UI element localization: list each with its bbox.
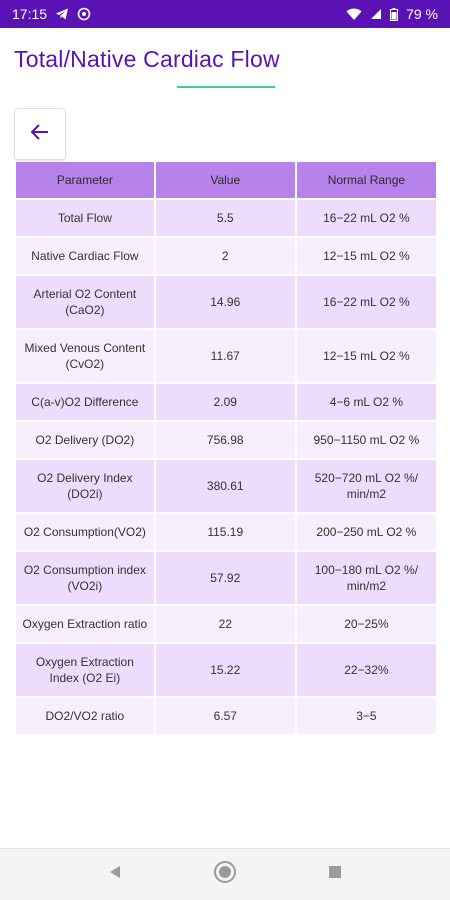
telegram-icon [55, 7, 69, 21]
arrow-left-icon [30, 122, 50, 147]
battery-percentage: 79 % [406, 6, 438, 22]
cell-value: 380.61 [155, 460, 295, 512]
cell-value: 5.5 [155, 200, 295, 236]
cell-value: 756.98 [155, 422, 295, 458]
status-time: 17:15 [12, 6, 48, 22]
cell-normal-range: 950−1150 mL O2 % [296, 422, 436, 458]
results-table: Parameter Value Normal Range Total Flow 5… [14, 160, 438, 736]
cell-normal-range: 16−22 mL O2 % [296, 200, 436, 236]
nav-back-button[interactable] [101, 861, 129, 889]
cell-value: 57.92 [155, 552, 295, 604]
table-row: O2 Consumption index (VO2i) 57.92 100−180 … [16, 552, 436, 604]
cell-normal-range: 22−32% [296, 644, 436, 696]
table-row: Oxygen Extraction Index (O2 Ei) 15.22 22−3… [16, 644, 436, 696]
nav-home-button[interactable] [211, 861, 239, 889]
cell-parameter: O2 Consumption index (VO2i) [16, 552, 154, 604]
cell-normal-range: 4−6 mL O2 % [296, 384, 436, 420]
cell-parameter: C(a-v)O2 Difference [16, 384, 154, 420]
cell-parameter: Total Flow [16, 200, 154, 236]
cell-value: 11.67 [155, 330, 295, 382]
table-row: Native Cardiac Flow 2 12−15 mL O2 % [16, 238, 436, 274]
header-parameter: Parameter [16, 162, 154, 198]
cell-parameter: O2 Delivery (DO2) [16, 422, 154, 458]
nav-recents-button[interactable] [321, 861, 349, 889]
table-row: O2 Delivery Index (DO2i) 380.61 520−720 mL… [16, 460, 436, 512]
navigation-bar [0, 848, 450, 900]
table-row: DO2/VO2 ratio 6.57 3−5 [16, 698, 436, 734]
cell-parameter: Oxygen Extraction Index (O2 Ei) [16, 644, 154, 696]
cell-normal-range: 200−250 mL O2 % [296, 514, 436, 550]
cell-value: 6.57 [155, 698, 295, 734]
table-row: Arterial O2 Content (CaO2) 14.96 16−22 mL … [16, 276, 436, 328]
page-title: Total/Native Cardiac Flow [14, 46, 280, 72]
cell-parameter: Arterial O2 Content (CaO2) [16, 276, 154, 328]
back-button[interactable] [14, 108, 66, 160]
cell-parameter: Oxygen Extraction ratio [16, 606, 154, 642]
table-row: Total Flow 5.5 16−22 mL O2 % [16, 200, 436, 236]
cell-normal-range: 100−180 mL O2 %/ min/m2 [296, 552, 436, 604]
table-row: Oxygen Extraction ratio 22 20−25% [16, 606, 436, 642]
cell-value: 2 [155, 238, 295, 274]
table-row: O2 Delivery (DO2) 756.98 950−1150 mL O2 % [16, 422, 436, 458]
signal-icon [370, 8, 382, 20]
title-underline [177, 86, 275, 88]
at-sign-icon [77, 7, 91, 21]
header-value: Value [155, 162, 295, 198]
circle-home-icon [213, 860, 237, 889]
table-row: Mixed Venous Content (CvO2) 11.67 12−15 mL… [16, 330, 436, 382]
cell-value: 14.96 [155, 276, 295, 328]
triangle-back-icon [107, 864, 123, 885]
cell-parameter: O2 Consumption(VO2) [16, 514, 154, 550]
table-row: C(a-v)O2 Difference 2.09 4−6 mL O2 % [16, 384, 436, 420]
cell-normal-range: 520−720 mL O2 %/ min/m2 [296, 460, 436, 512]
cell-normal-range: 16−22 mL O2 % [296, 276, 436, 328]
cell-normal-range: 12−15 mL O2 % [296, 238, 436, 274]
table-row: O2 Consumption(VO2) 115.19 200−250 mL O2 % [16, 514, 436, 550]
cell-value: 22 [155, 606, 295, 642]
status-bar: 17:15 79 % [0, 0, 450, 28]
wifi-icon [346, 8, 362, 21]
table-header-row: Parameter Value Normal Range [16, 162, 436, 198]
cell-value: 115.19 [155, 514, 295, 550]
cell-normal-range: 12−15 mL O2 % [296, 330, 436, 382]
cell-normal-range: 3−5 [296, 698, 436, 734]
header-normal-range: Normal Range [296, 162, 436, 198]
square-recents-icon [327, 864, 343, 885]
battery-icon [390, 7, 399, 21]
cell-parameter: DO2/VO2 ratio [16, 698, 154, 734]
cell-parameter: Native Cardiac Flow [16, 238, 154, 274]
cell-parameter: O2 Delivery Index (DO2i) [16, 460, 154, 512]
cell-value: 2.09 [155, 384, 295, 420]
cell-normal-range: 20−25% [296, 606, 436, 642]
cell-parameter: Mixed Venous Content (CvO2) [16, 330, 154, 382]
cell-value: 15.22 [155, 644, 295, 696]
